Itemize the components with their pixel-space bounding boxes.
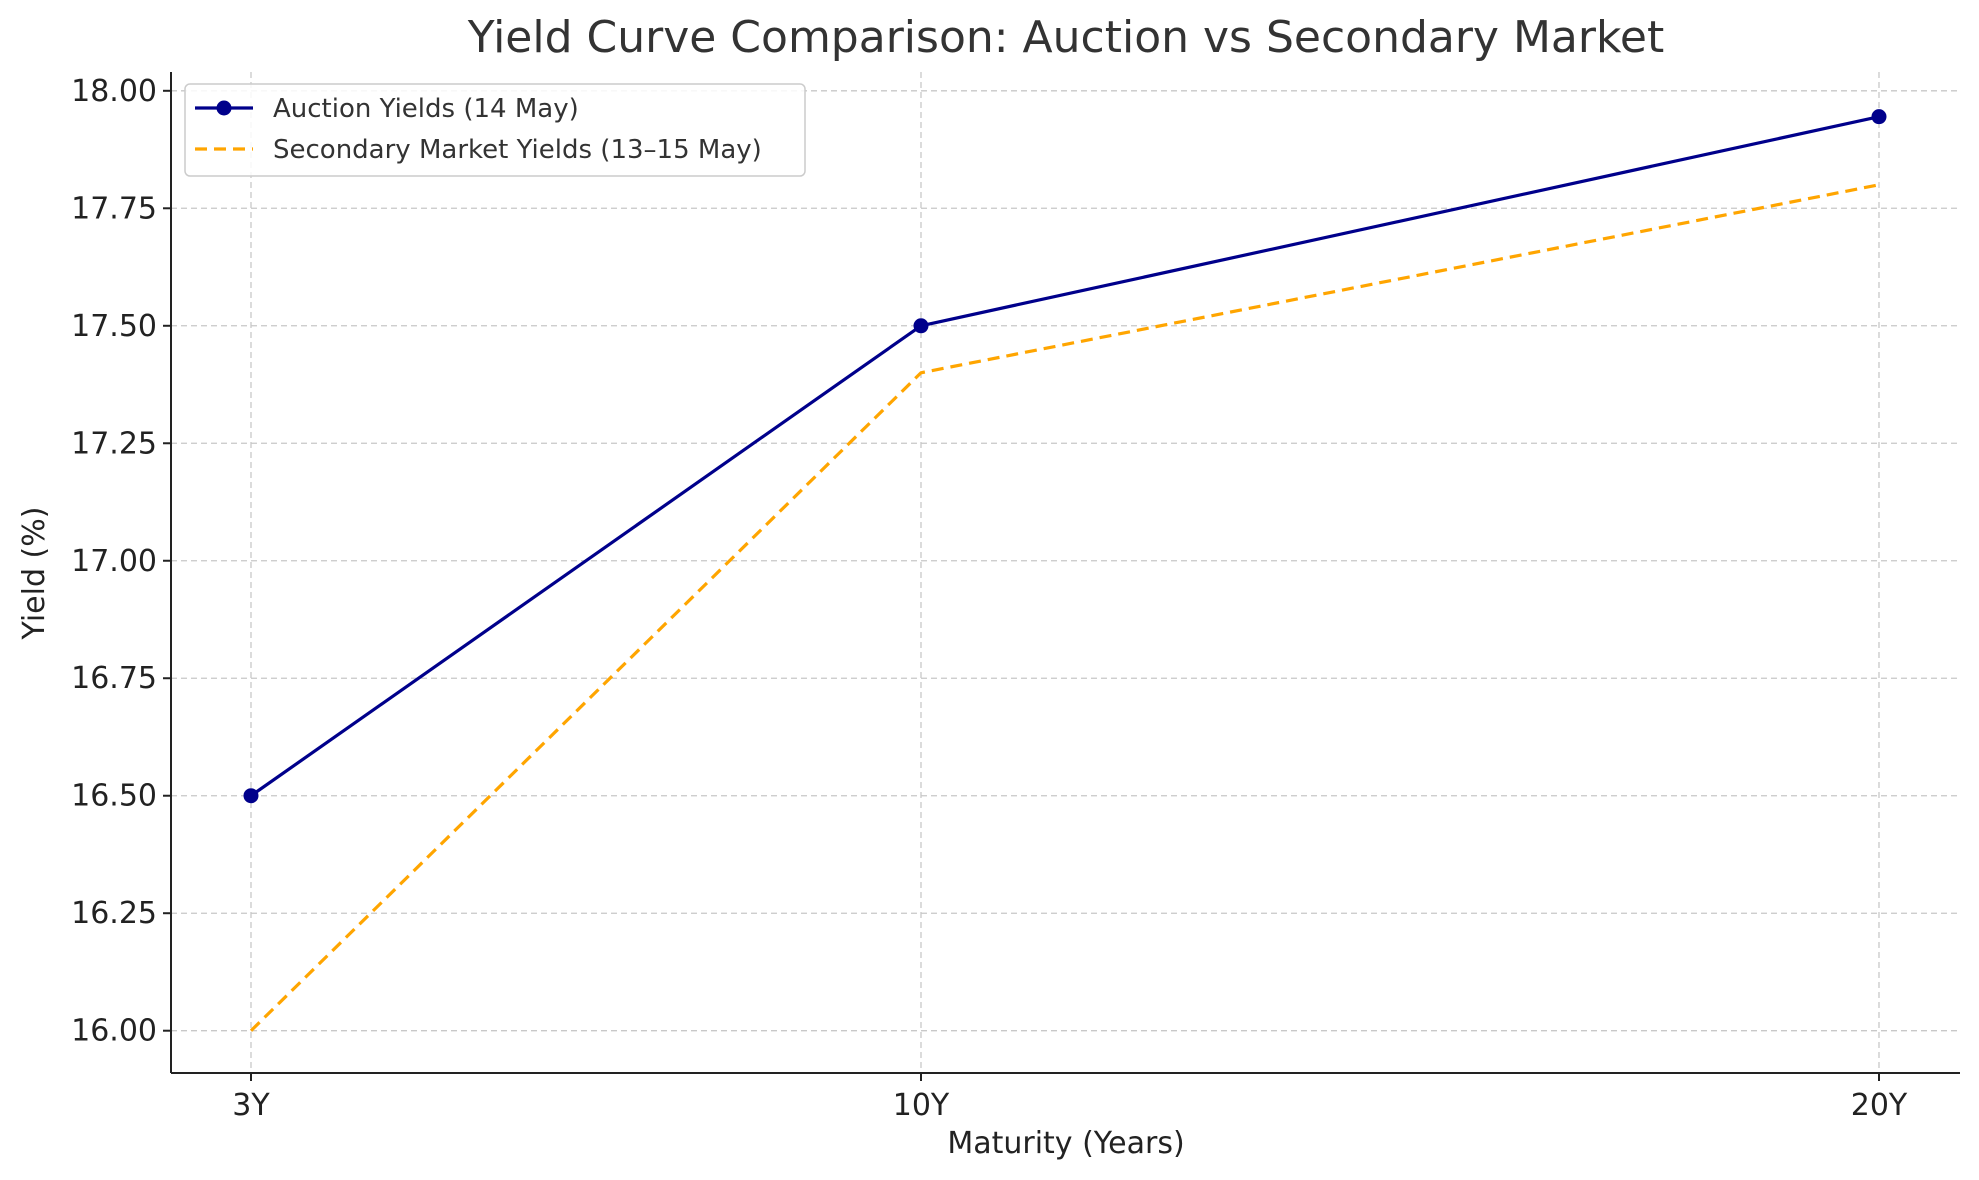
chart-title: Yield Curve Comparison: Auction vs Secon… xyxy=(467,12,1664,63)
axes xyxy=(170,72,1960,1074)
y-tick-label: 16.50 xyxy=(71,779,157,814)
ticks: 16.00 16.25 16.50 16.75 17.00 17.25 17.50 17.75… xyxy=(71,74,1908,1123)
y-tick-label: 17.50 xyxy=(71,309,157,344)
y-tick-label: 17.75 xyxy=(71,191,157,226)
y-tick-label: 16.00 xyxy=(71,1014,157,1049)
legend-box xyxy=(184,83,806,177)
legend-marker xyxy=(216,100,232,116)
series-line-1 xyxy=(250,115,1880,798)
x-tick-label: 10Y xyxy=(893,1088,950,1123)
y-axis-label: Yield (%) xyxy=(17,507,52,641)
x-tick-label: 3Y xyxy=(232,1088,270,1123)
x-axis-label: Maturity (Years) xyxy=(947,1126,1184,1161)
legend-label-2: Secondary Market Yields (13–15 May) xyxy=(273,135,762,165)
series-1-point xyxy=(1871,109,1887,125)
grid xyxy=(171,72,1960,1073)
x-tick-label: 20Y xyxy=(1851,1088,1908,1123)
series xyxy=(243,109,1887,1032)
legend-label-1: Auction Yields (14 May) xyxy=(273,94,579,124)
series-1-point xyxy=(243,788,259,804)
series-line-2 xyxy=(249,183,1880,1032)
y-tick-label: 16.75 xyxy=(71,661,157,696)
y-tick-label: 16.25 xyxy=(71,896,157,931)
series-1-point xyxy=(913,318,929,334)
legend: Auction Yields (14 May) Secondary Market … xyxy=(184,83,806,177)
y-tick-label: 17.25 xyxy=(71,426,157,461)
y-tick-label: 17.00 xyxy=(71,544,157,579)
y-tick-label: 18.00 xyxy=(71,74,157,109)
